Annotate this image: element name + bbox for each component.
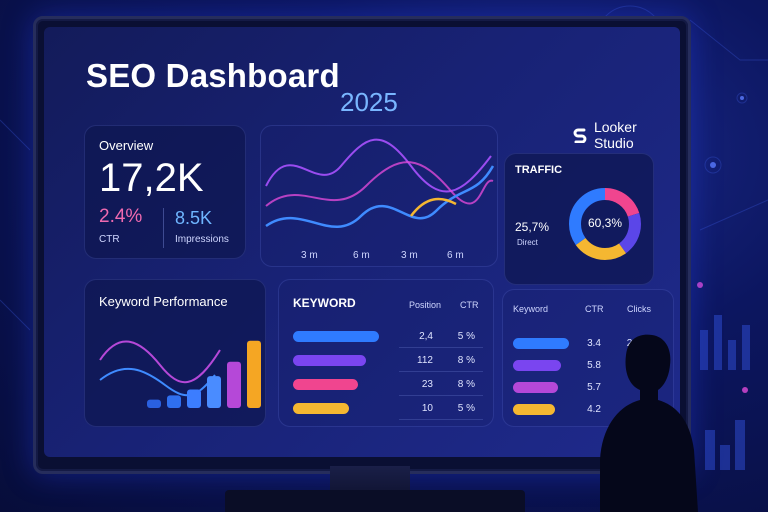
trend-x-label-2: 6 m bbox=[353, 250, 370, 261]
donut-center-value: 60,3% bbox=[587, 216, 623, 230]
brand-name: Looker Studio bbox=[593, 119, 637, 151]
keyword-ctr: 8 % bbox=[457, 379, 475, 390]
traffic-donut bbox=[569, 188, 641, 260]
keyword-bar bbox=[293, 379, 358, 390]
keyword-position: 112 bbox=[417, 355, 433, 366]
col-ctr-header-2: CTR bbox=[585, 304, 604, 314]
impressions-value: 8.5K bbox=[175, 208, 213, 228]
keyword-position: 2,4 bbox=[419, 331, 433, 342]
keyword-bar bbox=[293, 403, 349, 414]
keyword-performance-bars bbox=[147, 340, 261, 408]
overview-divider bbox=[163, 208, 164, 248]
clicks-table-row[interactable]: 5.8 bbox=[503, 356, 673, 376]
col-keyword-header: Keyword bbox=[513, 304, 549, 314]
keyword-bar bbox=[293, 331, 379, 342]
row-divider bbox=[399, 395, 483, 396]
clicks-keyword-bar bbox=[513, 338, 569, 349]
trend-x-label-1: 3 m bbox=[301, 250, 318, 261]
trend-line-purple bbox=[265, 138, 492, 193]
keyword-table-heading: KEYWORD bbox=[293, 296, 356, 310]
kp-line-purple bbox=[99, 340, 221, 384]
traffic-card[interactable]: TRAFFIC 25,7% Direct 60,3% bbox=[504, 153, 654, 285]
donut-segment-4 bbox=[569, 188, 641, 260]
keyword-ctr: 8 % bbox=[457, 355, 475, 366]
keyword-table-row[interactable]: 23 8 % bbox=[279, 374, 493, 396]
clicks-table-row[interactable]: 5.7 bbox=[503, 378, 673, 398]
dashboard-screen: SEO Dashboard 2025 Looker Studio Overvie… bbox=[44, 27, 680, 457]
clicks-keyword-bar bbox=[513, 360, 561, 371]
col-clicks-header: Clicks bbox=[627, 304, 651, 314]
col-position-header: Position bbox=[409, 300, 442, 310]
direct-label: Direct bbox=[517, 238, 538, 247]
trend-chart-card[interactable]: 3 m 6 m 3 m 6 m bbox=[260, 125, 498, 267]
keyword-ctr: 5 % bbox=[457, 331, 475, 342]
trend-chart bbox=[265, 138, 495, 228]
clicks-table-card[interactable]: Keyword CTR Clicks 3.4 2.110 5.8 5.7 4.2 bbox=[502, 289, 674, 427]
ctr-value: 2.4% bbox=[99, 206, 143, 227]
clicks-ctr: 5.7 bbox=[587, 382, 601, 393]
keyword-table-row[interactable]: 10 5 % bbox=[279, 398, 493, 420]
keyword-position: 10 bbox=[421, 403, 433, 414]
clicks-keyword-bar bbox=[513, 382, 558, 393]
impressions-label: Impressions bbox=[175, 234, 229, 245]
traffic-heading: TRAFFIC bbox=[515, 164, 563, 176]
donut-segment-3 bbox=[569, 188, 641, 260]
keyword-table-row[interactable]: 112 8 % bbox=[279, 350, 493, 372]
kp-bar-3 bbox=[187, 389, 201, 408]
overview-heading: Overview bbox=[99, 138, 154, 153]
col-ctr-header: CTR bbox=[460, 300, 479, 310]
clicks-keyword-bar bbox=[513, 404, 555, 415]
keyword-table-card[interactable]: KEYWORD Position CTR 2,4 5 % 112 8 % 23 8 % 10… bbox=[278, 279, 494, 427]
keyword-ctr: 5 % bbox=[457, 403, 475, 414]
trend-x-label-3: 3 m bbox=[401, 250, 418, 261]
trend-line-yellow bbox=[410, 197, 457, 217]
row-divider bbox=[399, 419, 483, 420]
clicks-ctr: 4.2 bbox=[587, 404, 601, 415]
keyword-performance-heading: Keyword Performance bbox=[99, 294, 228, 309]
brand-logo-link[interactable]: Looker Studio bbox=[572, 119, 680, 151]
keyword-position: 23 bbox=[421, 379, 433, 390]
trend-line-blue bbox=[265, 165, 495, 228]
overview-card[interactable]: Overview 17,2K 2.4% CTR 8.5K Impressions bbox=[84, 125, 246, 259]
kp-bar-2 bbox=[167, 395, 181, 408]
page-year: 2025 bbox=[340, 87, 398, 117]
keyword-performance-card[interactable]: Keyword Performance bbox=[84, 279, 266, 427]
kp-bar-1 bbox=[147, 399, 161, 408]
row-divider bbox=[399, 371, 483, 372]
trend-x-label-4: 6 m bbox=[447, 250, 464, 261]
kp-bar-4 bbox=[207, 376, 221, 408]
clicks-table-row[interactable]: 4.2 bbox=[503, 400, 673, 420]
clicks-ctr: 5.8 bbox=[587, 360, 601, 371]
kp-bar-5 bbox=[227, 361, 241, 408]
donut-segment-2 bbox=[569, 188, 641, 260]
direct-value: 25,7% bbox=[515, 220, 550, 234]
clicks-value: 2.110 bbox=[626, 338, 651, 349]
page-title: SEO Dashboard bbox=[86, 57, 340, 94]
clicks-table-row[interactable]: 3.4 2.110 bbox=[503, 334, 673, 354]
monitor-base bbox=[225, 490, 525, 512]
ctr-label: CTR bbox=[99, 234, 120, 245]
overview-big-value: 17,2K bbox=[99, 156, 204, 200]
looker-studio-icon bbox=[573, 128, 587, 143]
kp-bar-6 bbox=[247, 340, 261, 408]
clicks-ctr: 3.4 bbox=[587, 338, 601, 349]
keyword-table-row[interactable]: 2,4 5 % bbox=[279, 326, 493, 348]
row-divider bbox=[399, 347, 483, 348]
keyword-bar bbox=[293, 355, 367, 366]
trend-line-pink bbox=[265, 161, 494, 207]
monitor-frame: SEO Dashboard 2025 Looker Studio Overvie… bbox=[33, 16, 691, 474]
